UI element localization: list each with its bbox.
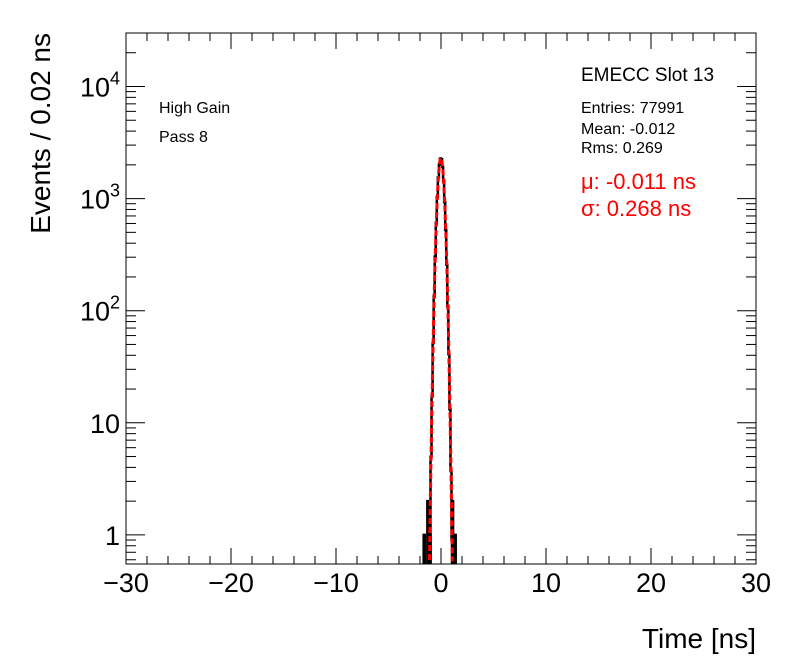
x-tick-label: 0: [433, 568, 448, 598]
x-tick-label: 20: [636, 568, 666, 598]
entries-stat: Entries: 77991: [581, 100, 684, 117]
histogram-bin: [422, 533, 426, 564]
fit-sigma-label: σ: 0.268 ns: [581, 196, 691, 221]
y-axis-title: Events / 0.02 ns: [25, 33, 56, 234]
x-tick-label: −10: [313, 568, 359, 598]
x-tick-label: −20: [208, 568, 254, 598]
slot-label: EMECC Slot 13: [581, 65, 714, 86]
x-axis-title: Time [ns]: [642, 623, 756, 654]
rms-stat: Rms: 0.269: [581, 140, 663, 157]
y-tick-label: 103: [80, 181, 120, 215]
pass-label: Pass 8: [159, 129, 208, 146]
axis-ticks: [125, 32, 757, 564]
x-tick-label: 30: [741, 568, 771, 598]
fit-mu-label: μ: -0.011 ns: [581, 169, 696, 194]
x-tick-label: −30: [103, 568, 149, 598]
gain-label: High Gain: [159, 100, 230, 117]
histogram-bin: [453, 533, 457, 564]
y-tick-label: 102: [80, 293, 120, 327]
y-tick-label: 10: [90, 409, 120, 439]
tick-labels: −30 −20 −10 0 10 20 30 1 10 102 103 104: [80, 68, 771, 598]
fit-curve: [427, 156, 454, 562]
x-tick-label: 10: [531, 568, 561, 598]
y-tick-label: 104: [80, 68, 120, 102]
fit-layer: [427, 156, 454, 562]
y-tick-label: 1: [105, 521, 120, 551]
mean-stat: Mean: -0.012: [581, 121, 675, 138]
